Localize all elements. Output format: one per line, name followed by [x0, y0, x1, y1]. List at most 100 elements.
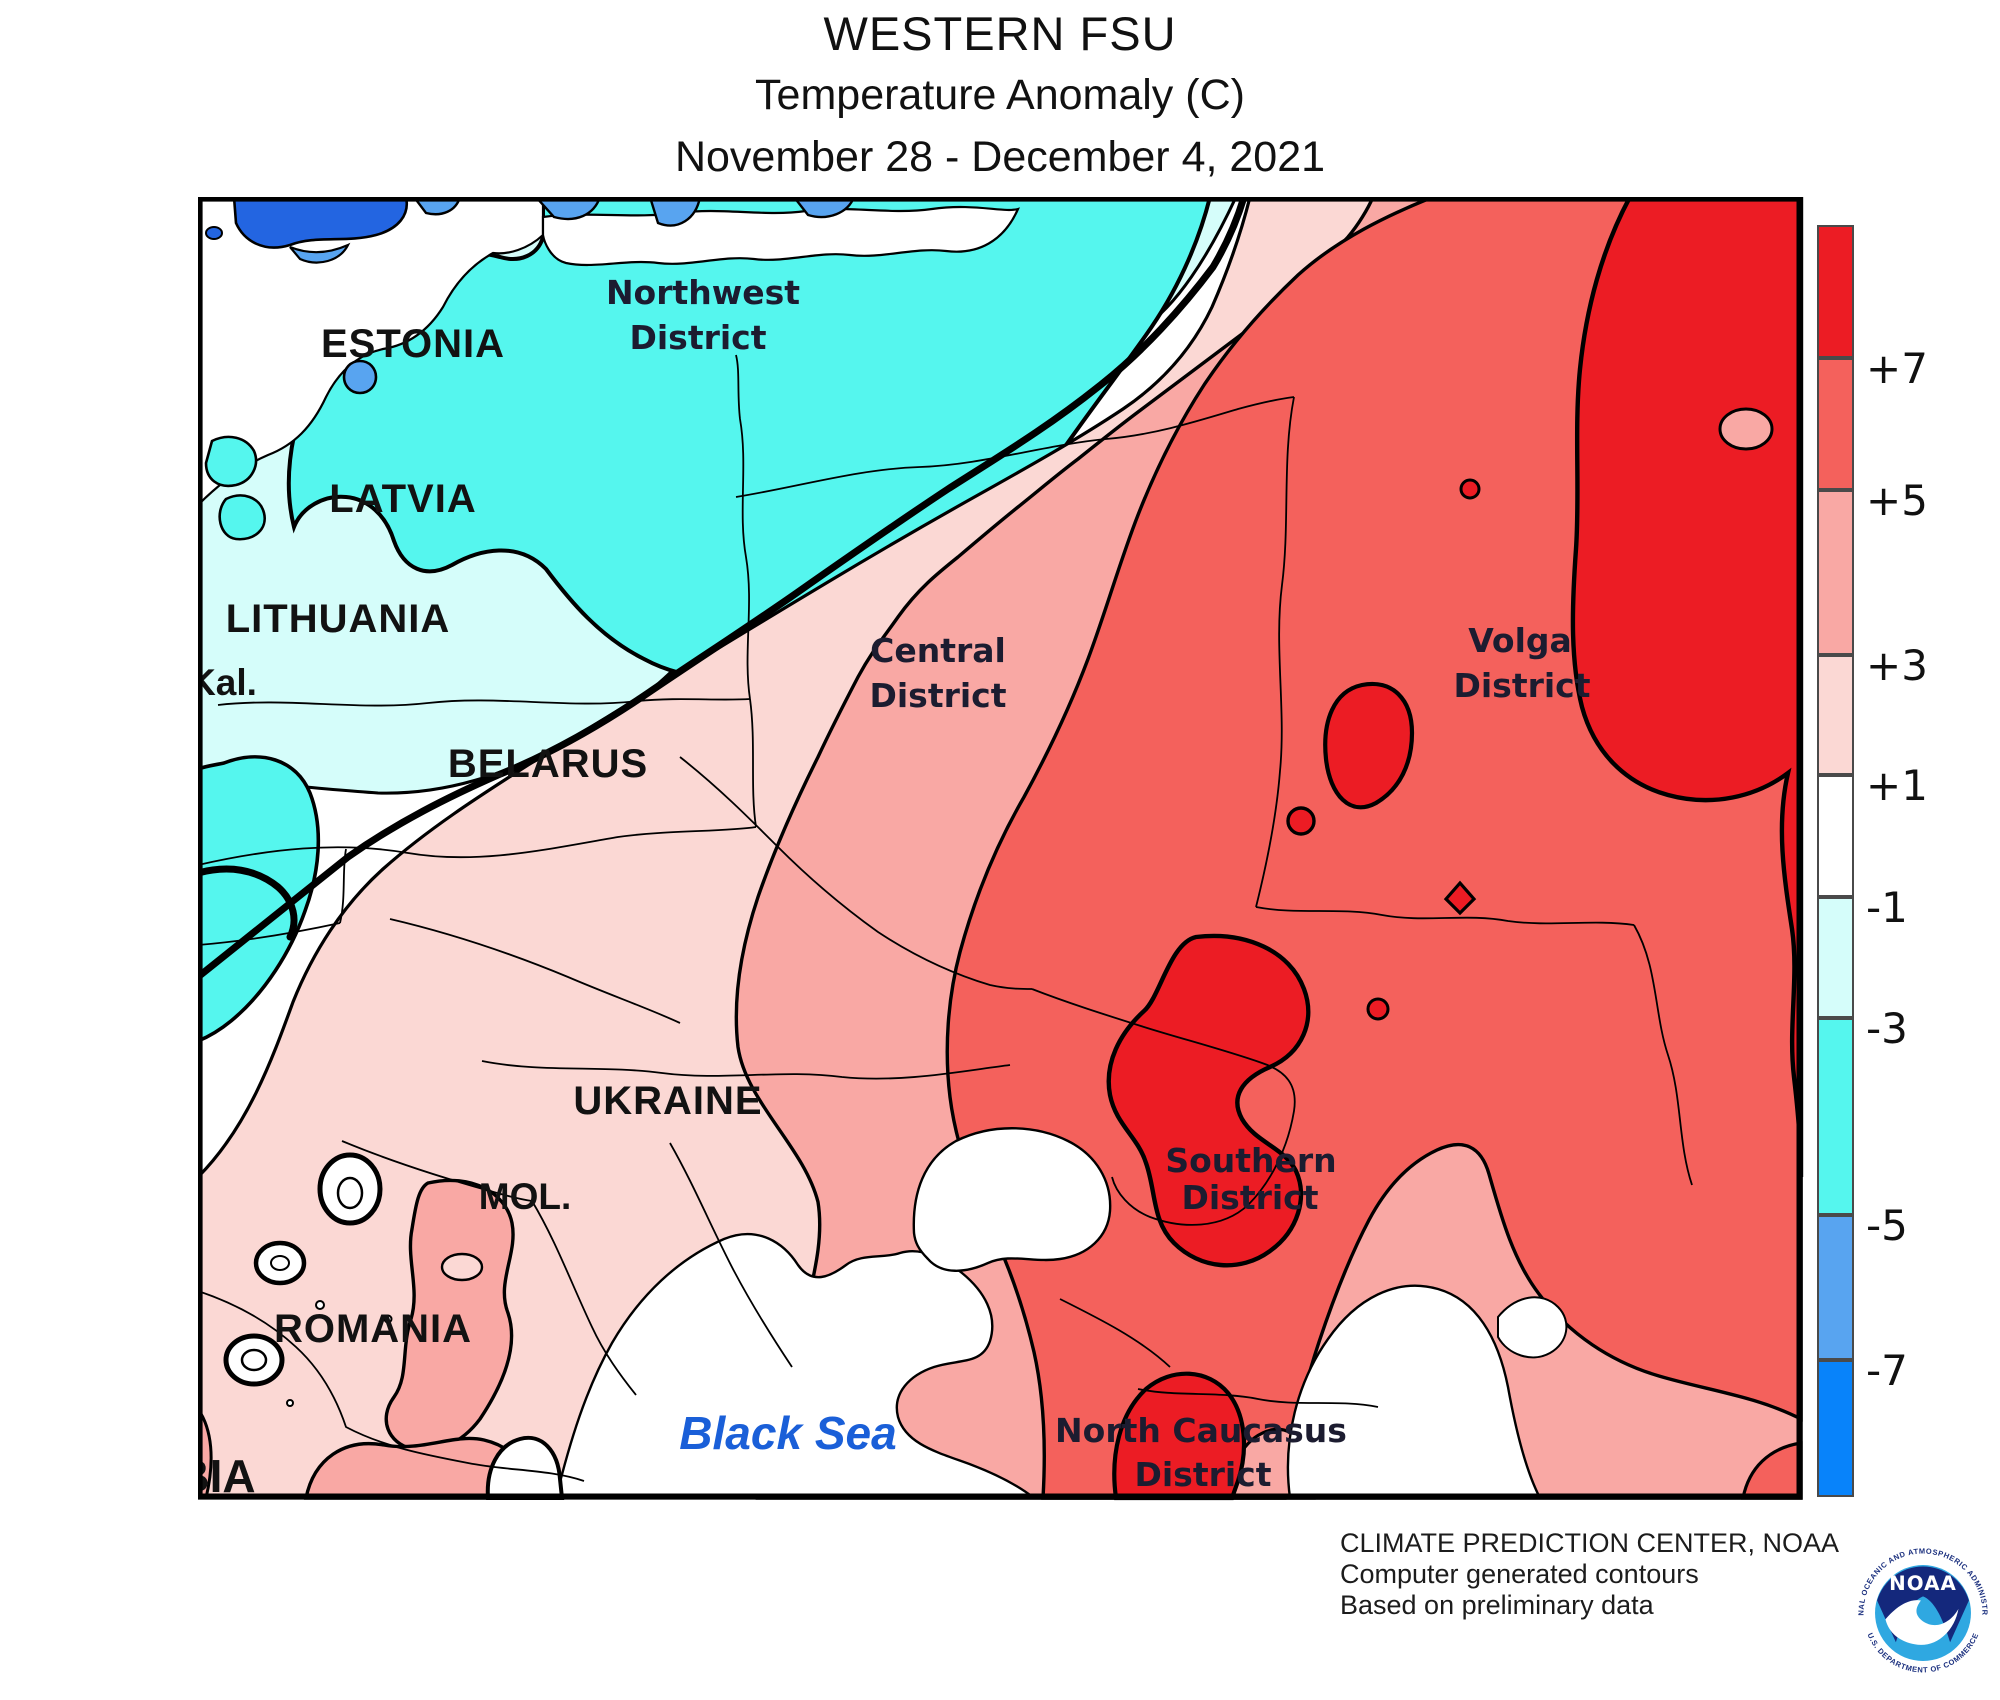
- label-northwest-district-1: Northwest: [606, 273, 800, 312]
- label-southern-district-1: Southern: [1165, 1141, 1336, 1180]
- label-belarus: BELARUS: [448, 742, 648, 786]
- blob-red-southern: [1106, 933, 1311, 1268]
- border-latvia-russia: [749, 698, 757, 828]
- border-central-volga-district: [1255, 396, 1295, 908]
- label-central-district-1: Central: [870, 631, 1006, 670]
- dot-white-2: [286, 1399, 294, 1407]
- blob-red-dot-2: [1366, 997, 1390, 1021]
- border-estonia-latvia: [217, 698, 751, 707]
- legend-label--5: -5: [1866, 1201, 1908, 1250]
- label-romania: ROMANIA: [274, 1307, 472, 1351]
- hole-medpink-in-red: [1718, 407, 1774, 451]
- label-lithuania: LITHUANIA: [226, 597, 451, 641]
- island-cyan-2: [218, 494, 266, 541]
- border-caucasus-1: [1137, 1388, 1379, 1408]
- legend-segment-2: [1817, 490, 1854, 655]
- label-northwest-district-2: District: [629, 318, 766, 357]
- label-volga-district-2: District: [1453, 666, 1590, 705]
- legend-segment-3: [1817, 655, 1854, 775]
- label-volga-district-1: Volga: [1468, 621, 1572, 660]
- border-romania-ukraine: [341, 1140, 533, 1202]
- legend-segment-5: [1817, 897, 1854, 1018]
- legend-label--3: -3: [1866, 1004, 1908, 1053]
- border-estonia-russia: [735, 354, 751, 700]
- blob-cyan-coastal: [198, 755, 321, 1043]
- noaa-logo-icon: NOAA NATIONAL OCEANIC AND ATMOSPHERIC AD…: [1850, 1538, 1989, 1675]
- political-borders: [198, 354, 1693, 1482]
- contour-zero-spur: [198, 865, 298, 941]
- legend-segment-0: [1817, 225, 1854, 358]
- legend-label-+7: +7: [1866, 344, 1928, 393]
- label-kaliningrad: Kal.: [198, 662, 257, 703]
- blob-white-bottom: [485, 1435, 565, 1500]
- label-estonia: ESTONIA: [321, 322, 505, 366]
- credits-line-3: Based on preliminary data: [1340, 1590, 1654, 1620]
- blob-red-diamond: [1443, 880, 1477, 916]
- ring-white-1: [317, 1152, 383, 1226]
- patch-medblue-5: [289, 242, 351, 264]
- caspian-arm: [1497, 1296, 1568, 1359]
- noaa-logo-bird-icon: [1885, 1600, 1959, 1645]
- blob-red-north-caucasus: [1112, 1371, 1247, 1501]
- border-belarus-russia: [679, 756, 1033, 990]
- black-sea-body: [554, 1233, 1038, 1500]
- legend-label--7: -7: [1866, 1346, 1908, 1395]
- legend-label-+5: +5: [1866, 476, 1928, 525]
- caspian-sea: [1286, 1284, 1542, 1500]
- noaa-logo-wordmark: NOAA: [1889, 1572, 1957, 1595]
- legend-label--1: -1: [1866, 883, 1908, 932]
- ring-white-2: [253, 1240, 307, 1286]
- label-serbia-cut: BIA: [198, 1450, 256, 1501]
- map-header: WESTERN FSU Temperature Anomaly (C) Nove…: [0, 4, 2000, 188]
- legend-segment-7: [1817, 1215, 1854, 1360]
- border-romania-west: [198, 1290, 585, 1482]
- border-belarus-ukraine: [481, 1060, 1011, 1080]
- island-cyan-1: [204, 435, 258, 488]
- border-moldova-east: [669, 1142, 793, 1368]
- border-nw-central-district: [735, 396, 1295, 498]
- ring-white-2-inner: [270, 1255, 290, 1271]
- label-latvia: LATVIA: [329, 477, 476, 521]
- blob-red-volga: [1323, 681, 1415, 810]
- label-central-district-2: District: [869, 676, 1006, 715]
- border-moldova-west: [531, 1200, 637, 1396]
- credits-line-2: Computer generated contours: [1340, 1559, 1699, 1589]
- label-moldova: MOL.: [479, 1176, 571, 1217]
- map-labels: ESTONIA LATVIA LITHUANIA Kal. BELARUS UK…: [198, 273, 1591, 1501]
- contour-zero-line: [198, 197, 1248, 981]
- legend-label-+3: +3: [1866, 641, 1928, 690]
- dot-white-3: [383, 1314, 393, 1324]
- ring-white-3-inner: [240, 1348, 268, 1372]
- dot-white-1: [315, 1300, 325, 1310]
- page-title: WESTERN FSU: [823, 7, 1177, 60]
- lake-peipus: [342, 359, 378, 395]
- border-kaliningrad: [198, 848, 347, 946]
- label-southern-district-2: District: [1181, 1178, 1318, 1217]
- blob-red-dot-1: [1286, 806, 1316, 836]
- border-volga-southern-district: [1255, 906, 1635, 926]
- map-frame: [198, 197, 1802, 1499]
- anomaly-map: ESTONIA LATVIA LITHUANIA Kal. BELARUS UK…: [198, 197, 1804, 1501]
- sea-of-azov: [912, 1127, 1112, 1272]
- ring-white-3: [223, 1333, 285, 1387]
- border-lithuania-belarus: [389, 918, 681, 1024]
- label-ukraine: UKRAINE: [573, 1079, 762, 1123]
- legend-segment-8: [1817, 1360, 1854, 1497]
- page-subtitle: Temperature Anomaly (C): [755, 71, 1245, 119]
- border-caucasus-2: [1059, 1298, 1171, 1368]
- legend-label-+1: +1: [1866, 761, 1928, 810]
- border-ukraine-russia: [1031, 988, 1296, 1226]
- baltic-sea: [198, 197, 545, 507]
- date-range: November 28 - December 4, 2021: [674, 133, 1326, 181]
- hole-lightpink: [440, 1252, 484, 1282]
- label-black-sea: Black Sea: [679, 1407, 896, 1459]
- legend-segment-4: [1817, 775, 1854, 897]
- legend-segment-1: [1817, 358, 1854, 490]
- credits: CLIMATE PREDICTION CENTER, NOAA Computer…: [1340, 1528, 1900, 1621]
- ring-white-1-inner: [336, 1176, 364, 1210]
- label-north-caucasus-district-1: North Caucasus: [1055, 1411, 1347, 1450]
- patch-royal-dot: [205, 226, 223, 240]
- patch-royal-blue: [232, 197, 409, 249]
- blob-red-dot-3: [1459, 478, 1481, 500]
